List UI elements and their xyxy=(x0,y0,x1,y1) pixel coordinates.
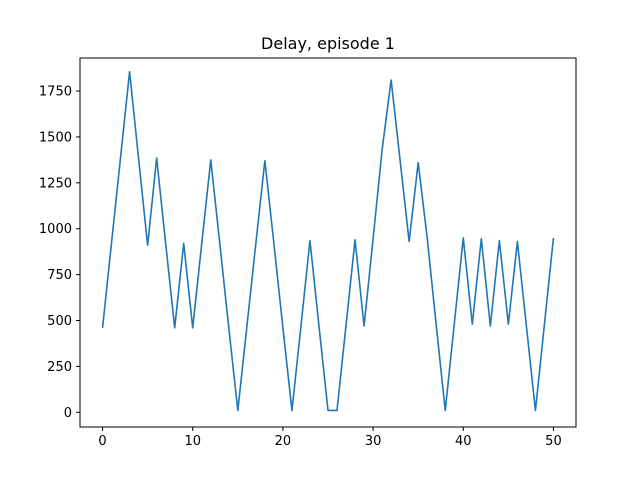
y-tick-label: 1750 xyxy=(39,85,72,100)
y-tick-label: 0 xyxy=(64,406,72,421)
y-tick-label: 750 xyxy=(47,268,72,283)
y-tick-label: 1000 xyxy=(39,222,72,237)
x-axis: 0 10 20 30 40 50 xyxy=(98,427,562,449)
y-tick-label: 1250 xyxy=(39,176,72,191)
y-tick-label: 1500 xyxy=(39,130,72,145)
x-tick-label: 10 xyxy=(184,434,201,449)
plot-frame xyxy=(79,57,577,428)
x-tick-label: 30 xyxy=(365,434,382,449)
chart-title: Delay, episode 1 xyxy=(261,34,395,53)
plot-area xyxy=(101,70,555,412)
x-tick-label: 40 xyxy=(455,434,472,449)
y-axis: 0 250 500 750 1000 1250 1500 1750 xyxy=(39,85,80,421)
x-tick-label: 0 xyxy=(98,434,106,449)
series-line-0 xyxy=(101,70,555,412)
x-tick-label: 50 xyxy=(545,434,562,449)
y-tick-label: 250 xyxy=(47,360,72,375)
y-tick-label: 500 xyxy=(47,314,72,329)
x-tick-label: 20 xyxy=(275,434,292,449)
